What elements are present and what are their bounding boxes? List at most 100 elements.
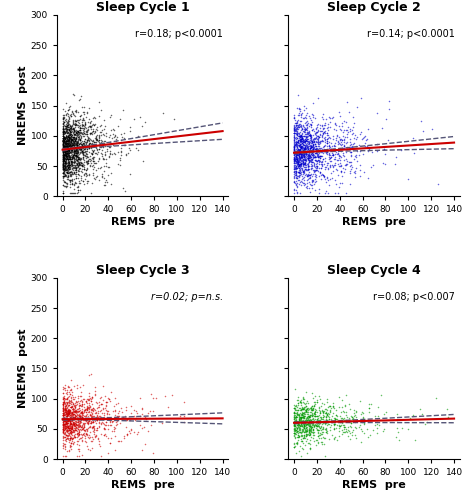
Point xyxy=(303,404,311,412)
Point xyxy=(80,416,87,424)
Point xyxy=(306,131,314,139)
Point xyxy=(72,146,80,154)
Point xyxy=(293,408,301,416)
Point xyxy=(293,417,301,425)
Point xyxy=(298,418,305,426)
Point xyxy=(302,407,310,415)
Point xyxy=(59,144,66,152)
Point xyxy=(299,434,307,442)
Point xyxy=(317,430,325,438)
Point xyxy=(70,135,77,143)
Point xyxy=(89,148,97,156)
Point xyxy=(61,399,69,407)
Point xyxy=(85,417,92,425)
Point xyxy=(309,423,316,431)
Point xyxy=(68,156,76,164)
Point xyxy=(64,416,71,424)
Point xyxy=(63,149,71,157)
Point xyxy=(304,421,311,429)
Point xyxy=(76,402,83,410)
Point xyxy=(71,412,79,420)
Point xyxy=(73,116,81,124)
Point xyxy=(100,416,107,424)
Point xyxy=(293,125,301,133)
Point xyxy=(85,407,92,415)
Point xyxy=(303,420,310,428)
Point xyxy=(68,438,75,446)
Point xyxy=(320,412,328,420)
Point xyxy=(67,144,74,152)
Point xyxy=(79,114,87,122)
Point xyxy=(319,161,326,169)
Point xyxy=(106,147,113,155)
Point xyxy=(93,424,101,432)
Point xyxy=(59,425,66,433)
Point xyxy=(59,141,66,149)
Point xyxy=(59,425,66,433)
Point xyxy=(82,175,89,183)
Point xyxy=(59,161,66,169)
Point xyxy=(111,132,118,140)
Point xyxy=(300,155,307,163)
Point xyxy=(381,426,388,434)
Point xyxy=(62,402,69,410)
Point xyxy=(64,404,71,412)
Point xyxy=(87,129,95,137)
Point xyxy=(66,126,73,134)
Point xyxy=(331,155,338,163)
Point xyxy=(102,129,109,137)
Point xyxy=(63,134,70,142)
Point xyxy=(64,412,71,420)
Point xyxy=(302,420,310,428)
Point xyxy=(297,162,304,170)
Point xyxy=(302,136,310,144)
Point xyxy=(65,416,73,424)
Point xyxy=(88,400,96,408)
Point xyxy=(61,121,68,129)
Point xyxy=(62,132,70,140)
Point xyxy=(59,151,67,159)
Point xyxy=(294,160,302,168)
Point xyxy=(66,137,74,145)
Point xyxy=(331,414,338,422)
Point xyxy=(294,397,301,405)
Point xyxy=(327,147,334,155)
Point xyxy=(66,421,74,429)
Point xyxy=(297,143,304,151)
Point xyxy=(298,134,305,142)
Point xyxy=(65,151,73,159)
Point xyxy=(96,398,103,406)
Point xyxy=(293,403,301,411)
Point xyxy=(302,134,310,142)
Point xyxy=(77,111,85,119)
Point xyxy=(59,411,67,419)
Point xyxy=(71,420,78,428)
Point xyxy=(64,141,72,149)
Point xyxy=(303,160,310,168)
Point xyxy=(60,136,67,144)
Point xyxy=(66,415,74,423)
Point xyxy=(62,152,70,160)
Point xyxy=(73,139,80,147)
Point xyxy=(318,131,326,139)
Point xyxy=(339,421,347,429)
Point xyxy=(73,430,81,438)
Point xyxy=(296,150,303,158)
Point xyxy=(292,431,300,439)
Point xyxy=(102,155,110,163)
Point xyxy=(75,422,83,430)
Point xyxy=(69,152,77,160)
Point xyxy=(308,140,316,148)
Point xyxy=(324,148,331,156)
Point xyxy=(74,133,82,141)
Point xyxy=(78,411,85,419)
Point xyxy=(334,156,341,164)
Point xyxy=(293,129,301,137)
Point xyxy=(150,449,157,457)
Point xyxy=(95,145,102,153)
Point xyxy=(75,172,82,180)
Point xyxy=(341,144,348,152)
Point xyxy=(316,139,324,147)
Point xyxy=(63,125,71,133)
Point xyxy=(290,174,298,182)
